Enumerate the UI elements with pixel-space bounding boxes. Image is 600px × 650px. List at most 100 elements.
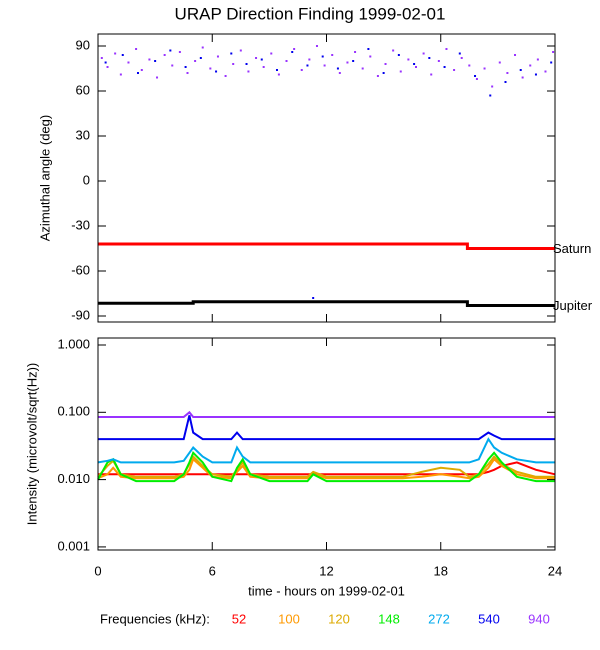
chart-title: URAP Direction Finding 1999-02-01 (175, 4, 446, 23)
scatter-point (291, 51, 294, 53)
scatter-point (275, 69, 278, 71)
scatter-point (323, 64, 326, 67)
scatter-point (336, 67, 339, 70)
scatter-point (199, 57, 202, 59)
scatter-point (445, 48, 448, 50)
y-tick-label: 0.010 (57, 471, 90, 486)
legend-entry: 100 (278, 611, 300, 626)
scatter-point (169, 49, 172, 52)
line-label: Jupiter (553, 298, 593, 313)
scatter-point (121, 54, 124, 56)
scatter-point (127, 61, 130, 64)
scatter-point (331, 54, 334, 56)
scatter-point (443, 66, 446, 68)
scatter-point (201, 46, 204, 49)
scatter-point (135, 48, 138, 50)
scatter-point (245, 63, 248, 65)
y-axis-label: Intensity (microvolt/sqrt(Hz)) (24, 363, 39, 526)
scatter-point (306, 64, 309, 67)
scatter-point (536, 58, 539, 61)
scatter-point (422, 52, 425, 55)
planet-line (98, 300, 555, 307)
y-tick-label: -30 (71, 217, 90, 232)
scatter-point (321, 55, 324, 58)
scatter-point (514, 54, 517, 56)
y-tick-label: 90 (76, 37, 90, 52)
scatter-point (247, 70, 250, 73)
scatter-point (521, 76, 524, 79)
scatter-point (430, 73, 433, 76)
scatter-point (399, 70, 402, 73)
scatter-point (382, 72, 385, 74)
scatter-point (215, 70, 218, 73)
scatter-point (550, 61, 553, 64)
scatter-point (106, 66, 109, 68)
y-tick-label: 0 (83, 172, 90, 187)
scatter-point (474, 75, 477, 77)
line-label: Saturn (553, 241, 591, 256)
scatter-point (184, 66, 187, 68)
series-line (98, 415, 555, 441)
scatter-point (483, 67, 486, 70)
scatter-point (194, 60, 197, 62)
scatter-point (552, 51, 555, 53)
scatter-point (392, 49, 395, 52)
scatter-point (544, 70, 547, 73)
scatter-point (232, 63, 235, 65)
scatter-point (460, 57, 463, 59)
scatter-point (262, 66, 265, 68)
legend-entry: 120 (328, 611, 350, 626)
scatter-point (312, 297, 315, 299)
scatter-point (369, 55, 372, 58)
scatter-point (104, 61, 107, 64)
scatter-point (293, 48, 296, 50)
x-tick-label: 18 (434, 563, 448, 578)
scatter-point (148, 58, 151, 61)
x-tick-label: 24 (548, 563, 562, 578)
scatter-point (361, 67, 364, 70)
legend-entry: 940 (528, 611, 550, 626)
scatter-point (260, 58, 263, 61)
x-tick-label: 0 (94, 563, 101, 578)
scatter-point (186, 72, 189, 74)
scatter-point (468, 64, 471, 67)
scatter-point (338, 72, 341, 74)
series-line (97, 437, 555, 464)
scatter-point (163, 54, 166, 56)
x-axis-label: time - hours on 1999-02-01 (248, 583, 405, 598)
y-tick-label: -60 (71, 262, 90, 277)
scatter-point (534, 73, 537, 76)
legend-entry: 272 (428, 611, 450, 626)
scatter-point (491, 85, 494, 88)
scatter-point (216, 55, 219, 58)
scatter-point (100, 57, 103, 59)
scatter-point (458, 52, 461, 55)
scatter-point (354, 51, 357, 53)
scatter-point (119, 73, 122, 76)
plot-frame (97, 33, 556, 323)
y-tick-label: 1.000 (57, 336, 90, 351)
scatter-point (277, 73, 280, 76)
series-line (97, 451, 555, 483)
scatter-point (140, 69, 143, 71)
scatter-point (414, 66, 417, 68)
scatter-point (285, 60, 288, 62)
series-line (98, 410, 555, 418)
scatter-point (136, 72, 139, 74)
scatter-point (346, 61, 349, 64)
legend-entry: 540 (478, 611, 500, 626)
scatter-point (300, 69, 303, 71)
scatter-point (437, 60, 440, 62)
y-tick-label: 30 (76, 127, 90, 142)
x-tick-label: 6 (209, 563, 216, 578)
scatter-point (352, 60, 355, 62)
scatter-point (156, 76, 159, 79)
scatter-point (154, 60, 157, 62)
scatter-point (230, 52, 233, 55)
scatter-point (519, 69, 522, 71)
scatter-point (224, 75, 227, 77)
scatter-point (315, 45, 318, 47)
scatter-point (407, 58, 410, 61)
scatter-point (498, 61, 501, 64)
